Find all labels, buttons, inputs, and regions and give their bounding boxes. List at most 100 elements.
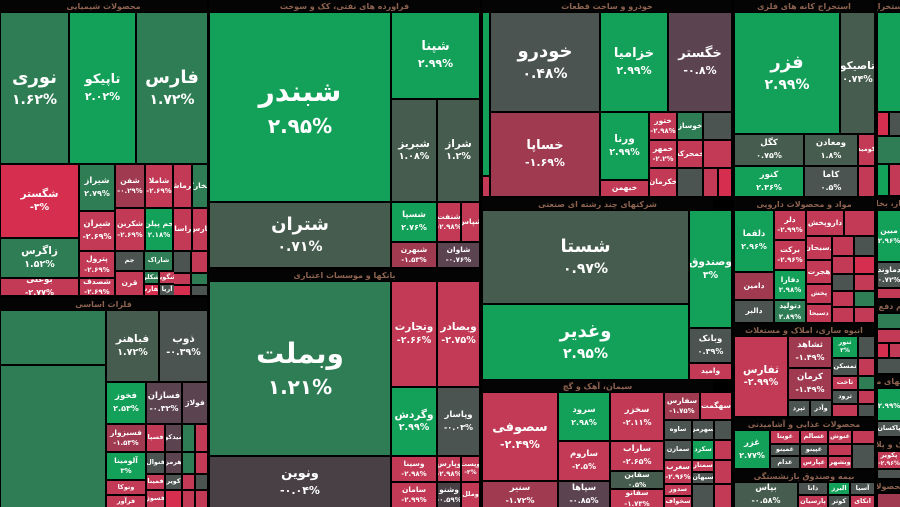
stock-tile[interactable]: وملل (462, 483, 479, 507)
stock-tile[interactable]: فسوژ (147, 491, 164, 507)
stock-tile[interactable]: مبین ۲.۹۶% (878, 211, 900, 261)
stock-tile[interactable]: سفانو -۱.۷۳% (611, 490, 663, 507)
stock-tile[interactable]: پارسیان (799, 496, 827, 507)
stock-tile[interactable]: ختور -۲.۹۸% (650, 113, 676, 139)
stock-tile[interactable]: آلومینا ۳% (107, 453, 145, 479)
stock-tile[interactable]: داروپخش (807, 211, 843, 235)
stock-tile[interactable]: سامان -۲.۹۹% (392, 483, 436, 507)
stock-tile[interactable]: ثاخت (833, 377, 857, 389)
stock-tile[interactable]: فزر ۲.۹۹% (735, 13, 839, 133)
stock-tile[interactable]: شنفت -۲.۹۸% (438, 203, 460, 241)
stock-tile[interactable]: سخواف (665, 497, 691, 507)
stock-tile[interactable]: سکرد (693, 441, 713, 459)
stock-tile[interactable] (878, 13, 900, 111)
stock-tile[interactable] (855, 275, 874, 290)
stock-tile[interactable] (878, 359, 900, 373)
stock-tile[interactable]: وپاسار -۰.۰۳% (438, 388, 479, 455)
stock-tile[interactable]: وصندوق ۳% (690, 211, 731, 327)
stock-tile[interactable] (833, 308, 853, 322)
stock-tile[interactable]: ساروم -۲.۵% (559, 442, 609, 480)
stock-tile[interactable] (859, 377, 874, 389)
stock-tile[interactable] (719, 169, 731, 196)
stock-tile[interactable]: شپاس (462, 203, 479, 241)
stock-tile[interactable] (878, 165, 888, 195)
stock-tile[interactable]: سپاها -۰.۸۵% (559, 482, 609, 507)
stock-tile[interactable]: ورنا ۲.۹۹% (601, 113, 648, 179)
stock-tile[interactable]: شگویا (160, 272, 174, 283)
stock-tile[interactable] (853, 445, 874, 468)
stock-tile[interactable] (890, 113, 900, 135)
stock-tile[interactable]: کاما ۰.۵% (805, 167, 857, 196)
stock-tile[interactable]: کگل ۰.۷۵% (735, 135, 803, 165)
stock-tile[interactable]: وتوکا (107, 481, 145, 494)
stock-tile[interactable] (483, 13, 489, 175)
stock-tile[interactable]: ثپرد (789, 401, 809, 416)
stock-tile[interactable]: کومید (859, 135, 874, 165)
stock-tile[interactable]: کرماشا (174, 165, 191, 207)
stock-tile[interactable]: خراسان (174, 209, 191, 250)
stock-tile[interactable]: برکت -۲.۹۶% (775, 241, 805, 269)
stock-tile[interactable] (183, 453, 194, 473)
stock-tile[interactable]: غسالم (801, 431, 827, 443)
stock-tile[interactable]: شاملا -۲.۶۹% (146, 165, 172, 207)
stock-tile[interactable] (890, 165, 900, 195)
stock-tile[interactable]: سصوفی -۲.۴۹% (483, 393, 557, 480)
stock-tile[interactable] (859, 405, 874, 416)
stock-tile[interactable] (704, 141, 731, 167)
stock-tile[interactable]: دسبحان (807, 237, 831, 259)
stock-tile[interactable] (196, 453, 207, 473)
stock-tile[interactable]: سقاین ۰.۵% (611, 472, 663, 488)
stock-tile[interactable]: وآذر (811, 401, 831, 416)
stock-tile[interactable] (878, 137, 900, 163)
stock-tile[interactable]: ذوب -۰.۳۹% (160, 311, 207, 381)
stock-tile[interactable]: شراز ۱.۲% (438, 100, 479, 201)
stock-tile[interactable] (1, 311, 105, 364)
stock-tile[interactable] (878, 494, 900, 507)
stock-tile[interactable]: فرآور (107, 496, 145, 507)
stock-tile[interactable]: البرز (829, 483, 849, 494)
stock-tile[interactable]: غپینو (801, 445, 827, 455)
stock-tile[interactable]: خزامیا ۲.۹۹% (601, 13, 667, 111)
stock-tile[interactable] (878, 314, 900, 328)
stock-tile[interactable] (878, 470, 900, 478)
stock-tile[interactable] (174, 252, 190, 272)
stock-tile[interactable]: کنور ۲.۳۶% (735, 167, 803, 196)
stock-tile[interactable] (833, 257, 853, 273)
stock-tile[interactable] (829, 445, 851, 455)
stock-tile[interactable]: دانا (799, 483, 827, 494)
stock-tile[interactable]: شبهرن -۱.۵۳% (392, 243, 436, 267)
stock-tile[interactable] (859, 359, 874, 375)
stock-tile[interactable]: پاکسان (878, 422, 900, 436)
stock-tile[interactable]: ثنور ۳% (833, 337, 857, 357)
stock-tile[interactable]: غزر ۲.۷۷% (735, 431, 769, 468)
stock-tile[interactable]: وبانک ۰.۳۹% (690, 329, 731, 362)
stock-tile[interactable] (174, 274, 190, 284)
stock-tile[interactable]: شیراز ۲.۷۹% (80, 165, 114, 210)
stock-tile[interactable] (890, 344, 900, 357)
stock-tile[interactable]: شسپا ۲.۷۶% (392, 203, 436, 241)
stock-tile[interactable] (878, 289, 900, 298)
stock-tile[interactable]: ثشاهد -۱.۴۹% (789, 337, 831, 367)
stock-tile[interactable]: ثفارس -۲.۹۹% (735, 337, 787, 416)
stock-tile[interactable]: قرن (116, 272, 143, 295)
stock-tile[interactable] (878, 113, 888, 135)
stock-tile[interactable] (183, 475, 194, 489)
stock-tile[interactable]: فنوال (147, 453, 164, 473)
stock-tile[interactable]: وغدیر ۲.۹۵% (483, 305, 688, 379)
stock-tile[interactable]: سمتاز (693, 461, 713, 471)
stock-tile[interactable]: شکلر (145, 272, 158, 283)
stock-tile[interactable]: اتکای (851, 496, 874, 507)
stock-tile[interactable] (878, 344, 888, 357)
stock-tile[interactable]: ساراب -۲.۶۵% (611, 442, 663, 470)
stock-tile[interactable]: شاوان -۰.۷۶% (438, 243, 479, 267)
stock-tile[interactable]: دماوند ۰.۷۲% (878, 263, 900, 287)
stock-tile[interactable] (853, 431, 874, 443)
stock-tile[interactable]: سفارس -۱.۷۵% (665, 393, 699, 419)
stock-tile[interactable]: دلقما ۲.۹۶% (735, 211, 773, 271)
stock-tile[interactable]: نوری ۱.۶۲% (1, 13, 68, 163)
stock-tile[interactable] (715, 461, 731, 483)
stock-tile[interactable] (183, 425, 194, 451)
stock-tile[interactable]: شپنا ۲.۹۹% (392, 13, 479, 98)
stock-tile[interactable]: فسازان -۰.۳۲% (147, 383, 181, 423)
stock-tile[interactable] (878, 330, 900, 342)
